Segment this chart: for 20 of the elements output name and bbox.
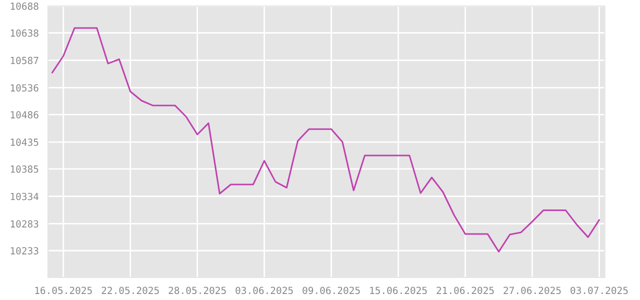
y-tick-label: 10536	[10, 84, 38, 92]
line-series	[51, 27, 600, 252]
x-tick-label: 03.06.2025	[236, 286, 293, 294]
y-tick-label: 10385	[10, 165, 38, 173]
x-tick-label: 27.06.2025	[504, 286, 561, 294]
y-tick-label: 10638	[10, 29, 38, 37]
x-tick-label: 28.05.2025	[168, 286, 226, 294]
y-tick-label: 10587	[10, 56, 38, 64]
x-tick-label: 15.06.2025	[370, 286, 427, 294]
x-tick-label: 16.05.2025	[35, 286, 92, 294]
y-tick-label: 10486	[10, 111, 38, 118]
x-tick-label: 09.06.2025	[302, 286, 360, 294]
y-tick-label: 10688	[10, 2, 38, 10]
y-tick-label: 10283	[10, 220, 38, 228]
x-tick-label: 03.07.2025	[570, 286, 628, 294]
y-tick-label: 10435	[10, 138, 38, 146]
y-tick-label: 10334	[10, 192, 39, 200]
x-tick-label: 21.06.2025	[436, 286, 494, 294]
y-tick-label: 10233	[10, 247, 38, 254]
x-tick-label: 22.05.2025	[102, 286, 159, 294]
